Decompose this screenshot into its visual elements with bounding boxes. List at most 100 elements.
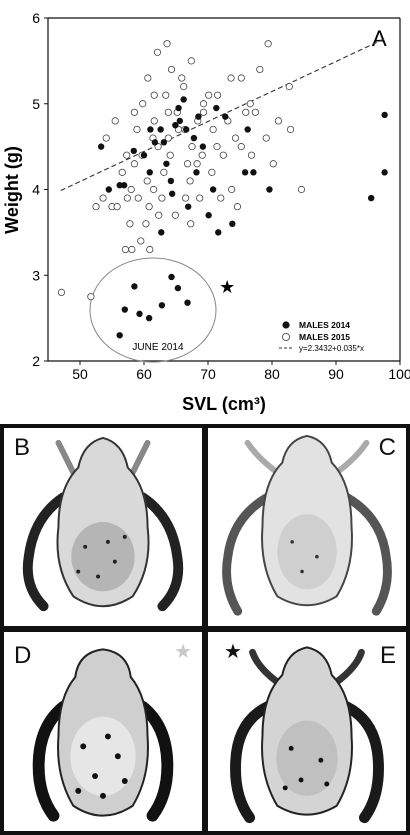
data-point-2015 bbox=[228, 185, 236, 194]
data-point-2015 bbox=[164, 134, 172, 142]
data-point-2015 bbox=[247, 151, 256, 159]
data-point-2014 bbox=[183, 126, 190, 133]
data-point-2014 bbox=[116, 182, 123, 189]
data-point-2014 bbox=[195, 113, 202, 120]
series-males-2014 bbox=[97, 96, 388, 339]
photo-panel-c: C bbox=[204, 424, 410, 630]
data-point-2014 bbox=[168, 273, 175, 281]
data-point-2014 bbox=[184, 299, 191, 306]
data-point-2014 bbox=[130, 147, 137, 155]
data-point-2014 bbox=[145, 314, 153, 322]
scatter-chart: 50 60 70 80 90 100 2 3 4 5 6 SVL (cm³) Weight (g)… bbox=[2, 10, 410, 414]
data-point-2014 bbox=[190, 134, 198, 142]
data-point-2015 bbox=[113, 203, 121, 211]
data-point-2014 bbox=[241, 169, 249, 176]
data-point-2015 bbox=[186, 177, 194, 185]
data-point-2015 bbox=[118, 168, 126, 176]
data-point-2014 bbox=[160, 139, 168, 146]
toad-ventral-photo bbox=[22, 436, 184, 612]
data-point-2015 bbox=[121, 245, 130, 254]
data-point-2014 bbox=[180, 96, 187, 103]
data-point-2015 bbox=[126, 220, 134, 228]
data-point-2014 bbox=[163, 160, 170, 167]
data-point-2015 bbox=[285, 83, 293, 91]
data-point-2014 bbox=[381, 169, 388, 176]
data-point-2014 bbox=[229, 220, 236, 227]
photo-panel-d: D ★ bbox=[0, 628, 206, 835]
data-point-2015 bbox=[130, 160, 138, 168]
data-point-2015 bbox=[144, 74, 152, 82]
data-point-2014 bbox=[175, 104, 182, 112]
data-point-2015 bbox=[150, 185, 158, 194]
data-point-2014 bbox=[131, 283, 138, 290]
data-point-2015 bbox=[214, 91, 222, 99]
data-point-2015 bbox=[269, 160, 277, 168]
data-point-2015 bbox=[150, 91, 158, 99]
data-point-2014 bbox=[213, 104, 220, 112]
data-point-2014 bbox=[205, 212, 212, 219]
data-point-2015 bbox=[99, 194, 107, 202]
data-point-2015 bbox=[274, 117, 282, 125]
x-ticks: 50 60 70 80 90 100 bbox=[72, 361, 410, 382]
data-point-2015 bbox=[102, 134, 110, 142]
data-point-2015 bbox=[242, 108, 250, 116]
x-axis-label: SVL (cm³) bbox=[182, 394, 266, 414]
data-point-2014 bbox=[168, 190, 176, 197]
data-point-2015 bbox=[246, 100, 254, 108]
data-point-2015 bbox=[123, 194, 131, 202]
data-point-2014 bbox=[176, 117, 184, 125]
data-point-2014 bbox=[215, 229, 222, 236]
black-star-icon: ★ bbox=[224, 641, 242, 663]
toad-ventral-photo bbox=[230, 646, 384, 824]
data-point-2014 bbox=[368, 194, 375, 202]
data-point-2015 bbox=[123, 151, 131, 159]
data-point-2015 bbox=[164, 108, 172, 116]
june-2014-label: JUNE 2014 bbox=[132, 342, 184, 353]
y-ticks: 2 3 4 5 6 bbox=[32, 10, 48, 369]
data-point-2015 bbox=[171, 211, 179, 219]
data-point-2014 bbox=[381, 111, 388, 119]
data-point-2015 bbox=[199, 100, 208, 108]
series-males-2015 bbox=[57, 40, 306, 301]
data-point-2015 bbox=[153, 48, 162, 56]
data-point-2014 bbox=[97, 143, 105, 150]
x-tick-label: 70 bbox=[200, 366, 216, 382]
data-point-2014 bbox=[193, 169, 200, 176]
data-point-2015 bbox=[198, 151, 206, 159]
data-point-2015 bbox=[163, 40, 171, 48]
panel-label-b: B bbox=[14, 434, 31, 461]
data-point-2015 bbox=[158, 194, 166, 202]
data-point-2015 bbox=[286, 125, 295, 134]
x-tick-label: 100 bbox=[388, 366, 410, 382]
data-point-2015 bbox=[297, 185, 306, 194]
data-point-2015 bbox=[180, 83, 188, 91]
legend-marker-2015 bbox=[281, 332, 290, 341]
data-point-2015 bbox=[187, 220, 195, 228]
toad-ventral-photo bbox=[222, 434, 392, 616]
data-point-2015 bbox=[182, 194, 190, 202]
data-point-2014 bbox=[146, 169, 153, 176]
data-point-2015 bbox=[87, 293, 95, 301]
x-tick-label: 80 bbox=[264, 366, 280, 382]
data-point-2014 bbox=[116, 332, 123, 339]
y-tick-label: 4 bbox=[32, 182, 40, 198]
data-point-2015 bbox=[167, 65, 176, 74]
x-tick-label: 60 bbox=[136, 366, 152, 382]
data-point-2015 bbox=[92, 203, 100, 211]
data-point-2015 bbox=[145, 203, 153, 211]
y-tick-label: 2 bbox=[32, 353, 40, 369]
data-point-2014 bbox=[158, 229, 165, 236]
data-point-2015 bbox=[166, 151, 174, 159]
y-axis-label: Weight (g) bbox=[2, 146, 22, 234]
data-point-2014 bbox=[120, 182, 128, 189]
data-point-2015 bbox=[193, 160, 201, 168]
legend-label-2015: MALES 2015 bbox=[299, 332, 350, 342]
june-2014-group-ellipse bbox=[89, 257, 217, 363]
data-point-2015 bbox=[142, 220, 150, 228]
data-point-2015 bbox=[219, 151, 227, 159]
fit-line bbox=[60, 38, 385, 192]
data-point-2014 bbox=[136, 310, 143, 318]
data-point-2014 bbox=[209, 186, 217, 193]
data-point-2014 bbox=[266, 186, 273, 193]
data-point-2015 bbox=[217, 194, 225, 202]
